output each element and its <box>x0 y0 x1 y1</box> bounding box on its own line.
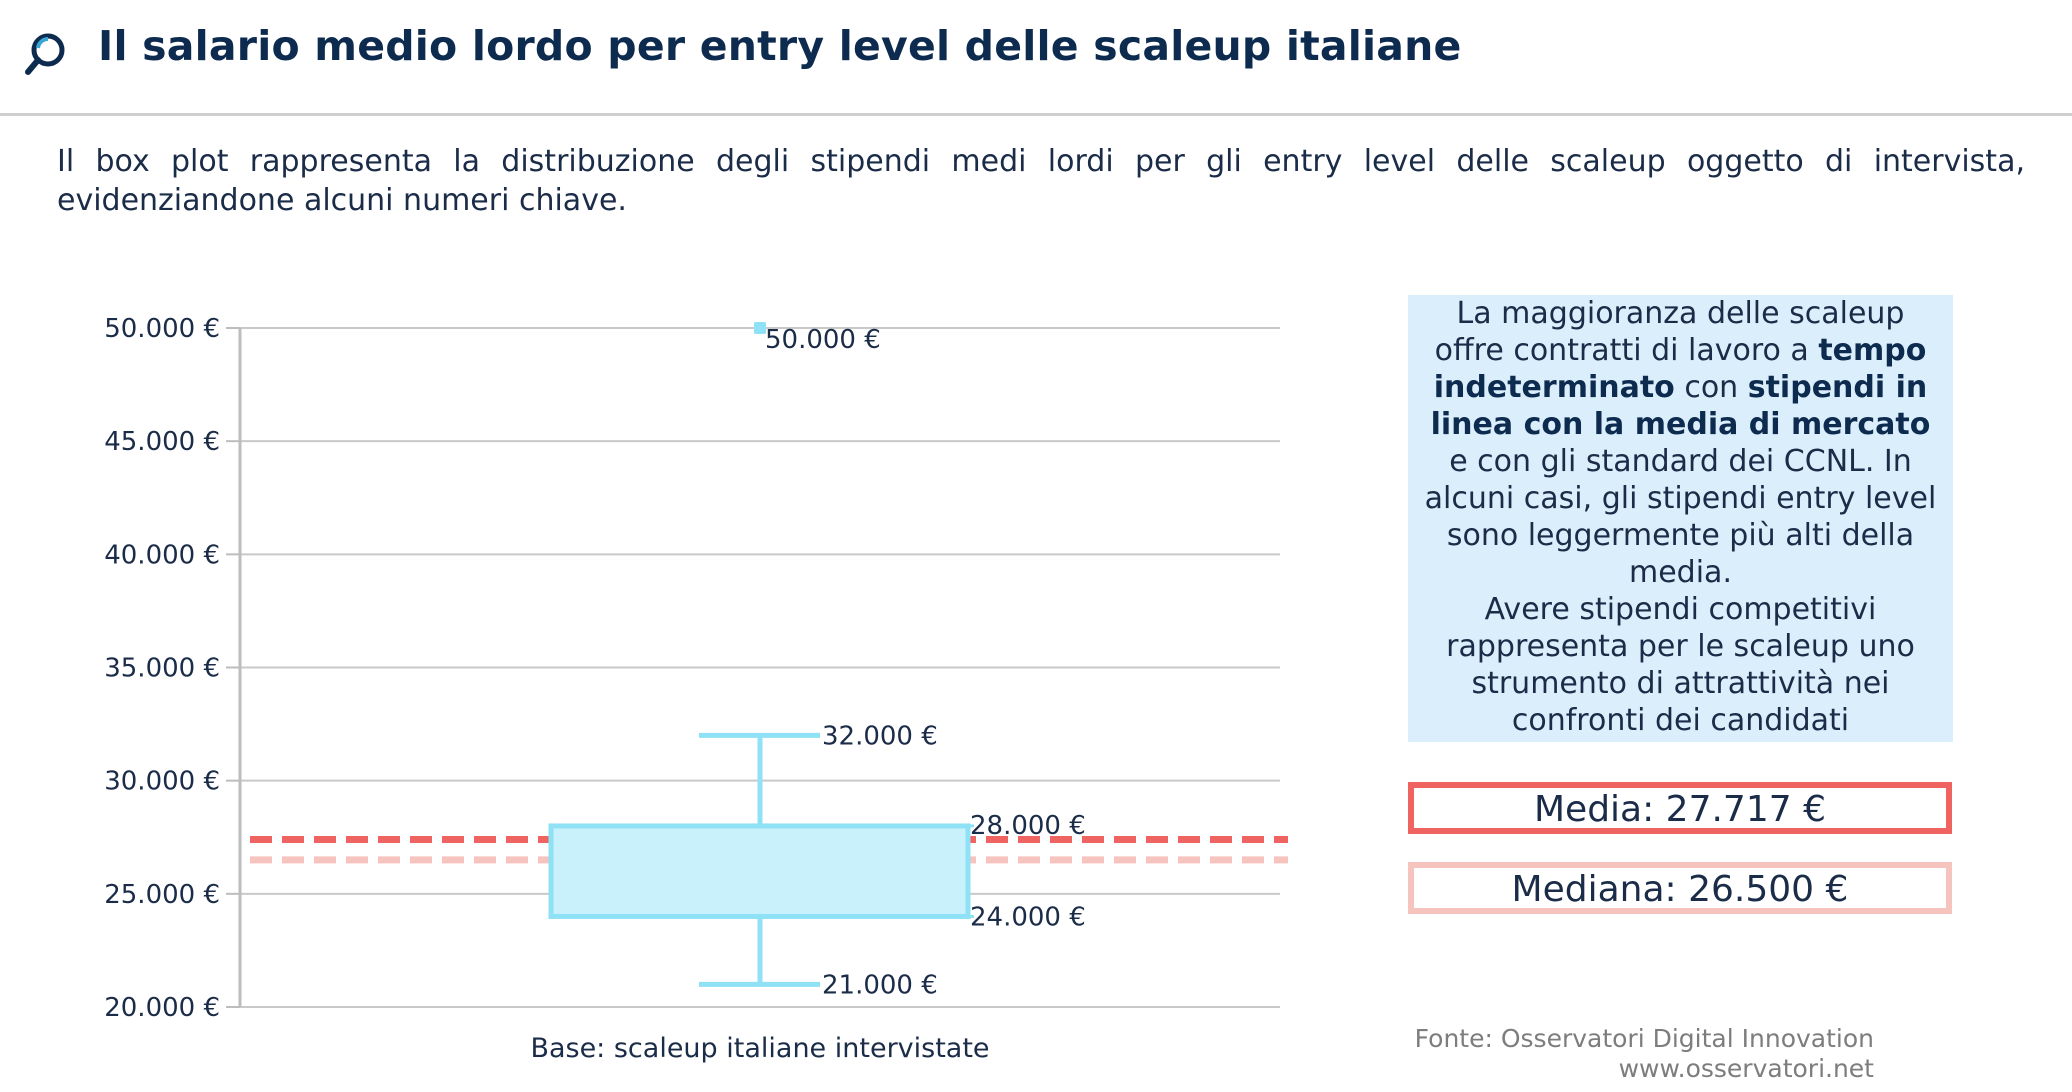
outlier-point <box>754 322 766 334</box>
intro-text: Il box plot rappresenta la distribuzione… <box>57 144 2025 218</box>
y-tick-label: 20.000 € <box>104 993 220 1023</box>
x-axis-label: Base: scaleup italiane intervistate <box>530 1033 990 1064</box>
max-label: 32.000 € <box>822 721 938 751</box>
callout-highlight: stipendi in linea con la media di mercat… <box>1430 370 1931 442</box>
source-url: www.osservatori.net <box>1618 1054 1874 1083</box>
box-plot <box>548 322 974 987</box>
q1-label: 24.000 € <box>970 902 1086 932</box>
page-title: Il salario medio lordo per entry level d… <box>98 22 1462 70</box>
y-tick-label: 40.000 € <box>104 540 220 570</box>
iqr-box <box>548 823 971 919</box>
callout-paragraph-2: Avere stipendi competitivi rappresenta p… <box>1446 592 1915 738</box>
callout-text: con <box>1674 370 1748 405</box>
callout-paragraph-1: La maggioranza delle scaleup offre contr… <box>1422 295 1939 591</box>
outlier-label: 50.000 € <box>765 325 881 355</box>
y-tick-label: 50.000 € <box>104 314 220 344</box>
box-plot-chart: 20.000 € 25.000 € 30.000 € 35.000 € 40.000 €… <box>104 314 1288 1023</box>
callout-highlight: tempo indeterminato <box>1433 333 1927 405</box>
insight-callout: La maggioranza delle scaleup offre contr… <box>1408 295 1953 742</box>
source-note: Fonte: Osservatori Digital Innovation ww… <box>1415 1024 1874 1084</box>
data-labels: 50.000 € 32.000 € 28.000 € 24.000 € 21.000 € <box>765 325 1086 1000</box>
header: Il salario medio lordo per entry level d… <box>0 0 2072 116</box>
y-tick-label: 35.000 € <box>104 654 220 684</box>
magnifier-icon <box>25 33 65 75</box>
y-axis: 20.000 € 25.000 € 30.000 € 35.000 € 40.000 €… <box>104 314 242 1023</box>
callout-text: e con gli standard dei CCNL. In alcuni c… <box>1424 444 1937 590</box>
source-line: Fonte: Osservatori Digital Innovation <box>1414 1024 1874 1053</box>
median-box: Mediana: 26.500 € <box>1408 862 1952 914</box>
callout-text: La maggioranza delle scaleup offre contr… <box>1434 296 1905 368</box>
y-tick-label: 45.000 € <box>104 427 220 457</box>
q3-label: 28.000 € <box>970 811 1086 841</box>
mean-box: Media: 27.717 € <box>1408 782 1952 834</box>
min-label: 21.000 € <box>822 970 938 1000</box>
header-divider <box>0 113 2072 116</box>
y-tick-label: 25.000 € <box>104 880 220 910</box>
grid-lines <box>240 327 1280 1008</box>
y-tick-label: 30.000 € <box>104 767 220 797</box>
